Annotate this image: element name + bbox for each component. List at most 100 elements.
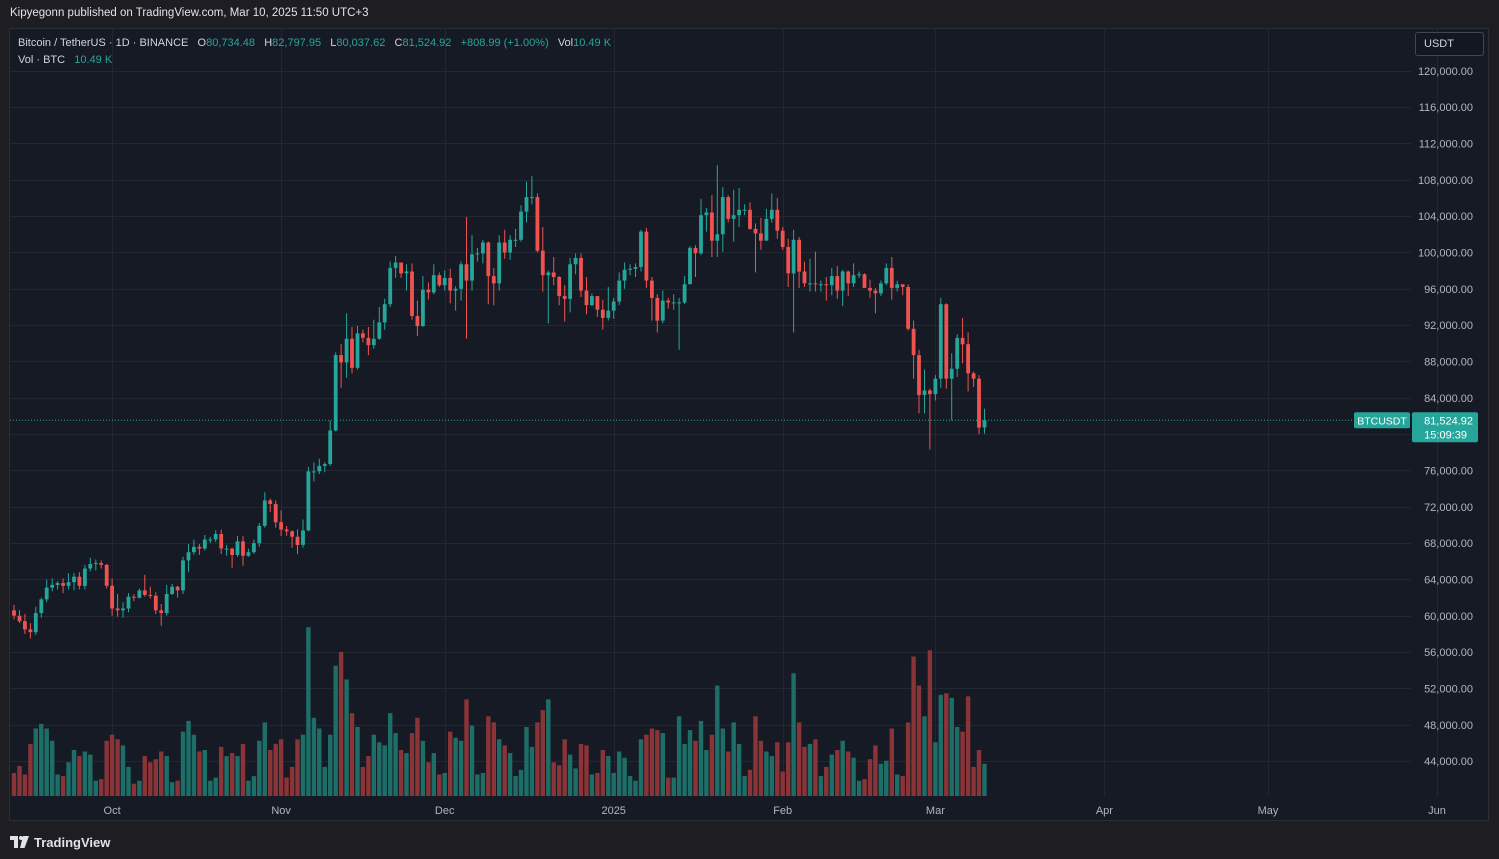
candle xyxy=(453,286,458,311)
high-label: H xyxy=(264,37,273,49)
candle-body xyxy=(797,239,801,272)
volume-bar xyxy=(284,777,289,796)
candle xyxy=(312,462,316,482)
volume-bar xyxy=(786,742,791,796)
volume-bar xyxy=(448,731,453,796)
volume-bar xyxy=(60,776,66,796)
candle-body xyxy=(148,594,153,596)
volume-bar xyxy=(99,779,104,796)
candle-body xyxy=(682,284,687,303)
candle xyxy=(137,588,142,599)
candle xyxy=(186,544,191,573)
volume-bar xyxy=(126,766,131,796)
y-tick-label: 104,000.00 xyxy=(1418,211,1473,223)
candle xyxy=(922,369,927,414)
y-tick-label: 92,000.00 xyxy=(1424,320,1473,332)
chart-legend: Bitcoin / TetherUS · 1D · BINANCE O80,73… xyxy=(18,35,611,69)
candle-body xyxy=(851,275,856,284)
volume-bar xyxy=(71,750,77,796)
volume-indicator-label[interactable]: Vol · BTC xyxy=(18,54,66,66)
candle-body xyxy=(486,242,491,277)
candle-series xyxy=(12,165,987,639)
volume-bar xyxy=(502,745,507,796)
candle-body xyxy=(900,284,905,287)
ohlc-legend-row: Bitcoin / TetherUS · 1D · BINANCE O80,73… xyxy=(18,35,611,52)
candle-body xyxy=(431,275,436,293)
volume-bar xyxy=(224,756,229,796)
candle xyxy=(437,272,442,287)
volume-bar xyxy=(835,750,840,796)
candle-body xyxy=(213,534,218,540)
candle-body xyxy=(262,500,267,526)
volume-bar xyxy=(747,769,753,796)
candle-body xyxy=(982,420,987,428)
volume-bar xyxy=(698,720,704,796)
candle xyxy=(410,263,414,320)
candle-body xyxy=(737,209,741,216)
volume-bar xyxy=(344,679,349,796)
volume-bar xyxy=(715,685,720,796)
candle xyxy=(350,327,354,374)
volume-bar xyxy=(666,777,671,796)
x-axis[interactable]: Oct Nov Dec 2025 Feb Mar Apr May Jun xyxy=(104,805,1446,817)
candle-body xyxy=(317,465,322,472)
candle-body xyxy=(164,594,169,614)
candle xyxy=(693,245,698,277)
candle-body xyxy=(960,337,965,345)
volume-bar xyxy=(262,722,267,796)
candle-body xyxy=(873,290,878,294)
volume-bar xyxy=(366,756,371,796)
candle xyxy=(895,280,900,292)
volume-bar xyxy=(704,750,709,796)
volume-bar xyxy=(349,713,355,796)
volume-bar xyxy=(458,740,464,796)
candle-body xyxy=(33,613,38,633)
candle-body xyxy=(955,337,960,369)
candle xyxy=(175,585,180,598)
volume-bar xyxy=(317,728,322,796)
candle-body xyxy=(753,228,758,234)
volume-bar xyxy=(791,673,796,796)
candle xyxy=(606,287,611,321)
candle-body xyxy=(104,564,109,586)
candle xyxy=(197,544,202,555)
candle xyxy=(257,523,262,547)
volume-bar xyxy=(77,756,82,796)
volume-bar xyxy=(11,773,17,796)
candle xyxy=(72,573,76,591)
x-tick-label: Dec xyxy=(435,805,455,817)
volume-bar xyxy=(475,774,480,796)
candle-body xyxy=(230,548,234,555)
volume-bar xyxy=(535,722,540,796)
candle-body xyxy=(660,300,665,321)
volume-bar xyxy=(240,743,246,796)
symbol-title[interactable]: Bitcoin / TetherUS · 1D · BINANCE xyxy=(18,37,189,49)
candle-body xyxy=(720,197,725,235)
volume-bar xyxy=(278,739,284,796)
currency-button[interactable]: USDT xyxy=(1415,32,1484,56)
candle-body xyxy=(290,531,294,537)
candle xyxy=(682,276,687,305)
candle xyxy=(906,284,910,331)
volume-bar xyxy=(469,725,475,796)
volume-bar xyxy=(622,757,627,796)
volume-bar xyxy=(573,768,578,796)
candle-body xyxy=(235,541,240,555)
candle xyxy=(382,298,387,330)
candle xyxy=(579,253,583,297)
candle-body xyxy=(715,234,720,241)
x-tick-label: Jun xyxy=(1428,805,1446,817)
y-axis[interactable]: 44,000.00 48,000.00 52,000.00 56,000.00 60,0… xyxy=(1418,66,1473,768)
volume-bar xyxy=(982,763,987,796)
candle-body xyxy=(622,269,627,281)
volume-bar xyxy=(796,722,802,796)
candle xyxy=(737,188,741,227)
volume-bar xyxy=(682,743,687,796)
candle-body xyxy=(922,390,927,395)
y-tick-label: 72,000.00 xyxy=(1424,502,1473,514)
candle xyxy=(415,300,420,336)
volume-bar xyxy=(736,743,742,796)
volume-bar xyxy=(513,776,518,796)
candle-body xyxy=(791,239,796,274)
